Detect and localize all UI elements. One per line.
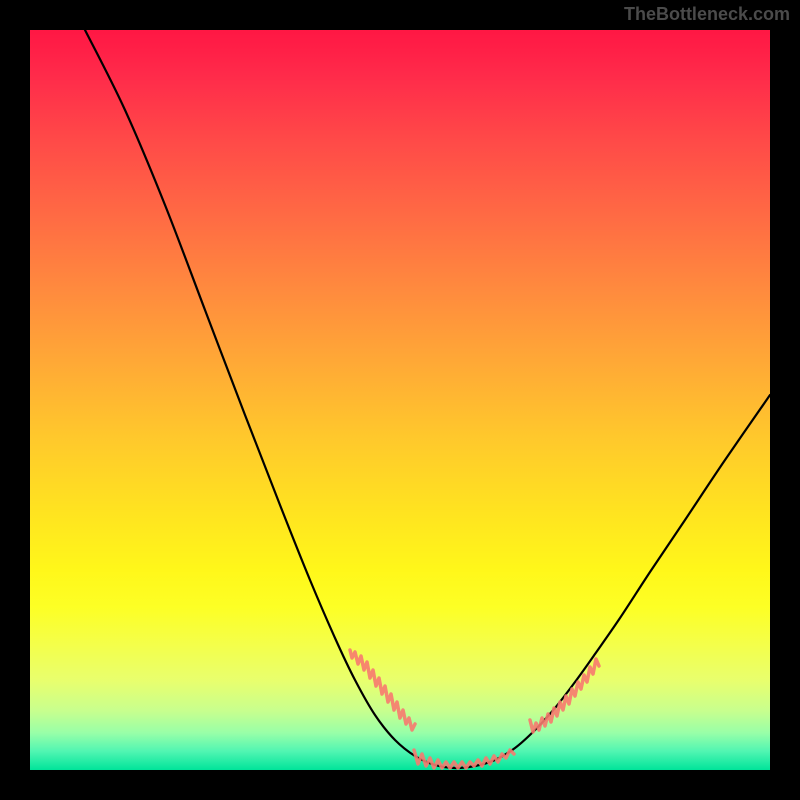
bottleneck-curve bbox=[85, 30, 770, 768]
overshoot-scribble-1 bbox=[414, 750, 514, 768]
plot-area bbox=[30, 30, 770, 770]
watermark-text: TheBottleneck.com bbox=[624, 4, 790, 25]
overshoot-scribble-2 bbox=[530, 659, 599, 732]
chart-svg bbox=[30, 30, 770, 770]
